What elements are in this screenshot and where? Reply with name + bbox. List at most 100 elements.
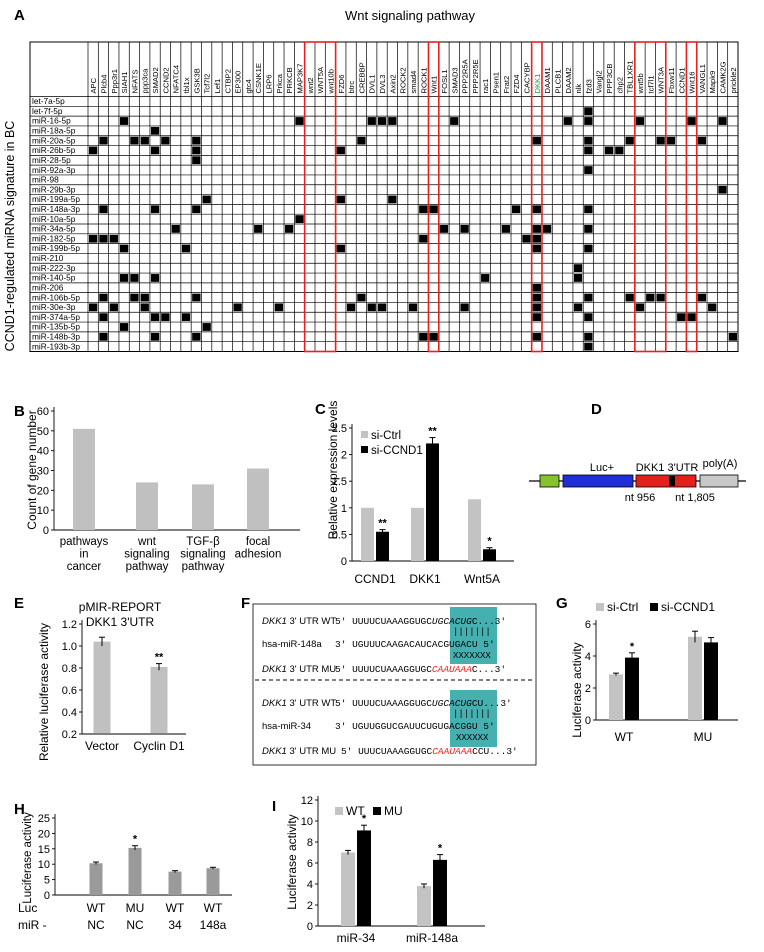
gene-label: GSK3B bbox=[192, 68, 201, 93]
gene-label: DAAM2 bbox=[564, 67, 573, 93]
mirna-label: miR-210 bbox=[32, 253, 64, 263]
filled-cell bbox=[584, 166, 593, 174]
category-label: pathway bbox=[126, 561, 169, 573]
filled-cell bbox=[233, 303, 242, 312]
panel-b-letter: B bbox=[14, 403, 25, 420]
filled-cell bbox=[192, 332, 201, 341]
filled-cell bbox=[171, 225, 180, 233]
filled-cell bbox=[542, 225, 552, 233]
category-label: TGF-β bbox=[186, 536, 220, 548]
filled-cell bbox=[388, 117, 397, 125]
si-ccnd1-bar bbox=[376, 531, 389, 561]
gene-label: WNT3A bbox=[657, 66, 666, 94]
category-label: cancer bbox=[67, 561, 102, 573]
gene-label: PPP2R5A bbox=[461, 58, 470, 93]
gene-label: SIAH1 bbox=[120, 72, 129, 94]
filled-cell bbox=[119, 117, 129, 125]
gene-label: LRP6 bbox=[265, 75, 274, 94]
y-tick-label: 10 bbox=[38, 859, 50, 871]
luc-label: Luc+ bbox=[590, 462, 614, 474]
bottom-wt-label: 3' UTR WT bbox=[287, 698, 337, 709]
panel-a: A Wnt signaling pathway CCND1-regulated … bbox=[3, 7, 739, 353]
wt-bar bbox=[341, 852, 355, 926]
filled-cell bbox=[119, 244, 129, 253]
significance-mark: ** bbox=[428, 426, 437, 438]
category-label: miR-148a bbox=[406, 931, 458, 945]
filled-cell bbox=[150, 146, 160, 155]
mir-value: NC bbox=[126, 918, 144, 932]
panel-e-letter: E bbox=[14, 595, 24, 612]
mirna-label: miR-182-5p bbox=[32, 233, 76, 243]
legend-mu: MU bbox=[384, 804, 403, 818]
luciferase-bar bbox=[206, 868, 220, 895]
filled-cell bbox=[99, 293, 108, 302]
filled-cell bbox=[150, 332, 160, 341]
filled-cell bbox=[192, 136, 201, 145]
gene-label: wnt10b bbox=[326, 69, 335, 95]
panel-f-letter: F bbox=[241, 595, 250, 612]
bottom-wt-seq-row: 5' UUUUCUAAAGGUGCUGCACUGCU...3' bbox=[335, 698, 512, 709]
panel-f: F DKK1 3' UTR WT 5' UUUUCUAAAGGUGCUGCACU… bbox=[241, 595, 537, 766]
filled-cell bbox=[718, 185, 727, 194]
utr-label: DKK1 3'UTR bbox=[636, 462, 699, 474]
wt-bar bbox=[417, 886, 431, 926]
promoter-segment bbox=[539, 474, 560, 488]
gene-label: Axin2 bbox=[388, 75, 397, 94]
gene-label: wnt2 bbox=[306, 77, 315, 94]
bottom-mu-gene: DKK1 bbox=[262, 746, 287, 757]
filled-cell bbox=[357, 293, 366, 302]
filled-cell bbox=[419, 205, 428, 214]
top-wt-site: UGCACUG bbox=[432, 616, 472, 627]
filled-cell bbox=[563, 117, 572, 125]
luciferase-bar bbox=[150, 666, 168, 733]
bottom-wt-gene: DKK1 bbox=[262, 698, 287, 709]
top-bars: ||||||| bbox=[453, 627, 491, 637]
gene-label: Prkca bbox=[275, 73, 284, 93]
filled-cell bbox=[99, 313, 108, 322]
filled-cell bbox=[450, 117, 459, 125]
significance-mark: * bbox=[133, 834, 138, 846]
binding-site-mark bbox=[669, 476, 675, 486]
polya-segment bbox=[699, 474, 739, 488]
mirna-label: miR-106b-5p bbox=[32, 292, 80, 302]
filled-cell bbox=[89, 146, 98, 155]
filled-cell bbox=[584, 244, 593, 253]
panel-c: C Relative expression levels 0 0.5 1 1.5 2 2.… bbox=[315, 401, 514, 586]
category-label: pathway bbox=[182, 561, 225, 573]
mirna-label: miR-98 bbox=[32, 175, 59, 185]
gene-label: FOSL1 bbox=[440, 69, 449, 93]
panel-i-letter: I bbox=[272, 798, 276, 815]
filled-cell bbox=[697, 136, 707, 145]
si-ctrl-bar bbox=[411, 507, 424, 561]
panel-h: H Luciferase activity Luc miR - 0 5 10 15 20… bbox=[14, 801, 232, 932]
panel-g-letter: G bbox=[556, 595, 568, 612]
y-tick-label: 0 bbox=[43, 525, 49, 537]
category-label: focal bbox=[246, 536, 270, 548]
legend-treat: si-CCND1 bbox=[371, 445, 423, 457]
panel-g: G Luciferase activity 0 2 4 6 * WT MU si-Ctrl si… bbox=[556, 595, 738, 744]
mirna-label: miR-92a-3p bbox=[32, 165, 76, 175]
top-wt-gene: DKK1 bbox=[262, 616, 287, 627]
filled-cell bbox=[192, 146, 201, 155]
filled-cell bbox=[140, 136, 149, 145]
category-label: Cyclin D1 bbox=[133, 739, 185, 753]
top-mu-row: DKK1 3' UTR MU bbox=[262, 664, 336, 675]
filled-cell bbox=[687, 117, 696, 125]
gene-label: Frat2 bbox=[502, 76, 511, 94]
panel-c-letter: C bbox=[315, 401, 326, 418]
nt-start-label: nt 956 bbox=[625, 492, 656, 504]
y-tick-label: 0.6 bbox=[62, 685, 77, 697]
alignment-top: DKK1 3' UTR WT 5' UUUUCUAAAGGUGCUGCACUGC… bbox=[262, 616, 506, 675]
panel-e-title-1: pMIR-REPORT bbox=[79, 600, 162, 614]
gene-count-bar bbox=[73, 428, 95, 530]
y-tick-label: 10 bbox=[37, 505, 49, 517]
gene-count-bar bbox=[247, 468, 269, 530]
filled-cell bbox=[119, 323, 129, 331]
luc-value: WT bbox=[204, 901, 223, 915]
mirna-label: miR-135b-5p bbox=[32, 322, 80, 332]
y-tick-label: 5 bbox=[44, 875, 50, 887]
top-mir-end: 5' bbox=[478, 639, 495, 650]
filled-cell bbox=[501, 225, 511, 233]
filled-cell bbox=[532, 303, 541, 312]
gene-label: MAP3K7 bbox=[296, 64, 305, 94]
